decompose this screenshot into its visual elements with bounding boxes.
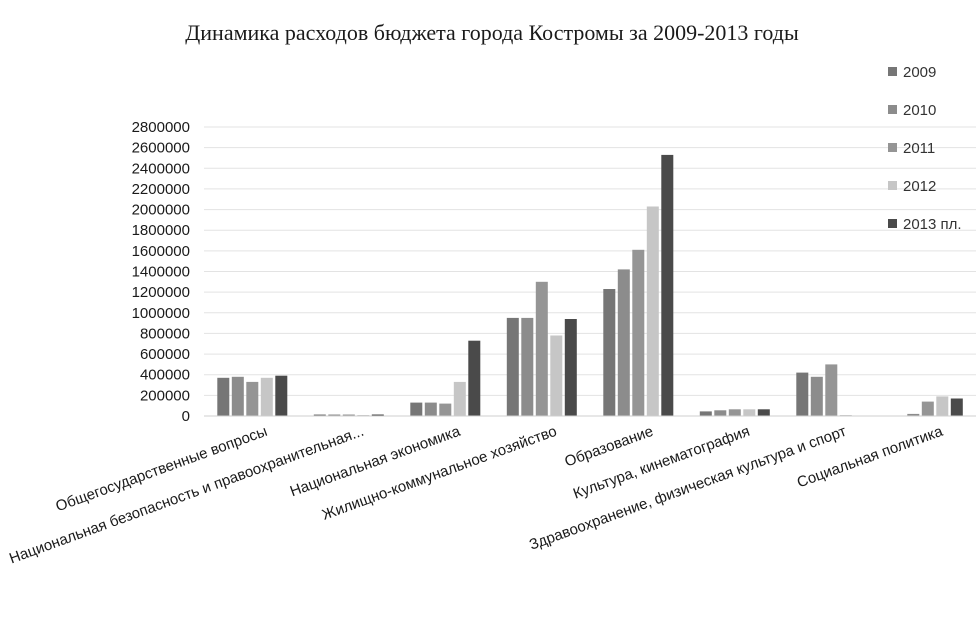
legend-swatch <box>888 67 897 76</box>
bar <box>728 409 741 416</box>
bar <box>328 414 341 416</box>
bar <box>342 414 355 416</box>
bar <box>231 376 244 416</box>
bar <box>936 396 949 416</box>
bar <box>699 411 712 416</box>
bar <box>468 340 481 416</box>
y-tick-label: 200000 <box>140 387 190 404</box>
legend-swatch <box>888 105 897 114</box>
legend-label: 2012 <box>903 178 936 195</box>
bar <box>313 414 326 416</box>
bar <box>371 414 384 416</box>
category-labels: Общегосударственные вопросыНациональная … <box>7 423 946 568</box>
bar <box>632 249 645 416</box>
y-tick-label: 2800000 <box>132 119 190 136</box>
chart-title: Динамика расходов бюджета города Костром… <box>185 20 799 45</box>
y-axis-ticks: 0 200000 400000 600000 800000 1000000 1200000 1… <box>132 119 190 425</box>
bar <box>217 377 230 416</box>
legend-label: 2011 <box>903 140 935 157</box>
y-tick-label: 1600000 <box>132 243 190 260</box>
y-tick-label: 0 <box>182 408 190 425</box>
bar <box>617 269 630 416</box>
legend-label: 2009 <box>903 64 936 81</box>
y-tick-label: 1800000 <box>132 222 190 239</box>
bar <box>757 409 770 416</box>
legend: 2009 2010 2011 2012 2013 пл. <box>888 64 962 233</box>
bar <box>246 381 259 416</box>
y-tick-label: 2200000 <box>132 181 190 198</box>
bar <box>810 376 823 416</box>
category-label: Национальная безопасность и правоохранит… <box>7 423 366 568</box>
y-tick-label: 400000 <box>140 367 190 384</box>
legend-swatch <box>888 219 897 228</box>
bar <box>550 335 563 416</box>
bar <box>646 206 659 416</box>
bar <box>661 154 674 416</box>
bar <box>506 317 519 416</box>
y-tick-label: 600000 <box>140 346 190 363</box>
y-tick-label: 2000000 <box>132 202 190 219</box>
bar <box>521 317 534 416</box>
bar <box>439 403 452 416</box>
bar <box>907 413 920 416</box>
bar <box>714 410 727 416</box>
legend-swatch <box>888 143 897 152</box>
y-tick-label: 2600000 <box>132 140 190 157</box>
bar <box>564 319 577 416</box>
bar <box>921 401 934 416</box>
bar <box>453 381 466 416</box>
gridlines <box>204 126 976 396</box>
bar <box>825 364 838 416</box>
bar <box>275 375 288 416</box>
bar <box>424 402 437 416</box>
y-tick-label: 1000000 <box>132 305 190 322</box>
y-tick-label: 1400000 <box>132 264 190 281</box>
bar <box>260 377 273 416</box>
legend-label: 2010 <box>903 102 936 119</box>
bar <box>535 281 548 416</box>
bar <box>410 402 423 416</box>
legend-label: 2013 пл. <box>903 216 962 233</box>
legend-swatch <box>888 181 897 190</box>
bar <box>796 372 809 416</box>
bars <box>217 154 963 416</box>
y-tick-label: 800000 <box>140 325 190 342</box>
bar <box>743 409 756 416</box>
y-tick-label: 2400000 <box>132 160 190 177</box>
bar <box>603 289 616 416</box>
bar <box>950 398 963 416</box>
y-tick-label: 1200000 <box>132 284 190 301</box>
